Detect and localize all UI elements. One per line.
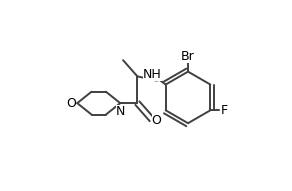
Text: O: O	[152, 114, 161, 127]
Text: O: O	[67, 97, 77, 110]
Text: F: F	[221, 104, 228, 117]
Text: Br: Br	[181, 50, 195, 63]
Text: N: N	[116, 105, 125, 118]
Text: NH: NH	[143, 67, 162, 81]
